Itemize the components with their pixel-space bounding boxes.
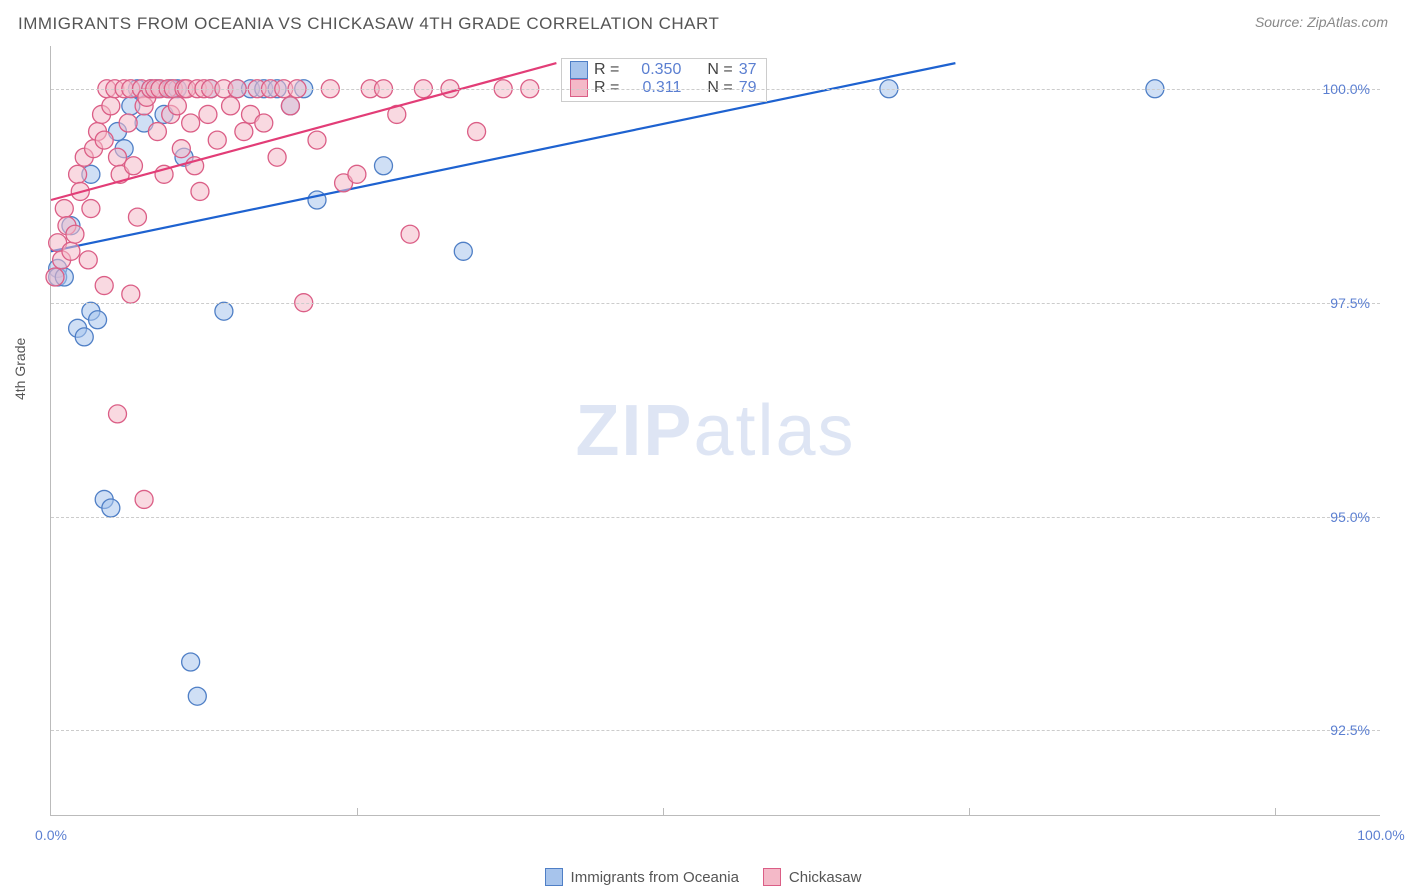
data-point-oceania [188, 687, 206, 705]
data-point-chickasaw [468, 123, 486, 141]
data-point-chickasaw [199, 105, 217, 123]
y-tick-label: 97.5% [1330, 295, 1370, 311]
data-point-chickasaw [122, 285, 140, 303]
x-minor-tick [357, 808, 358, 816]
data-point-chickasaw [55, 200, 73, 218]
data-point-chickasaw [182, 114, 200, 132]
legend-swatch-chickasaw [763, 868, 781, 886]
data-point-chickasaw [79, 251, 97, 269]
data-point-chickasaw [308, 131, 326, 149]
x-tick-label: 0.0% [35, 827, 67, 843]
y-tick-label: 100.0% [1323, 81, 1370, 97]
legend-label: Chickasaw [789, 869, 862, 886]
data-point-oceania [75, 328, 93, 346]
data-point-chickasaw [46, 268, 64, 286]
data-point-chickasaw [172, 140, 190, 158]
gridline-h [51, 303, 1380, 304]
data-point-chickasaw [191, 182, 209, 200]
stat-row-oceania: R = 0.350 N = 37 [570, 61, 756, 79]
data-point-chickasaw [348, 165, 366, 183]
data-point-chickasaw [102, 97, 120, 115]
chart-title: IMMIGRANTS FROM OCEANIA VS CHICKASAW 4TH… [18, 14, 719, 34]
y-tick-label: 95.0% [1330, 509, 1370, 525]
data-point-chickasaw [119, 114, 137, 132]
data-point-chickasaw [128, 208, 146, 226]
data-point-chickasaw [109, 148, 127, 166]
scatter-svg [51, 46, 1380, 815]
data-point-chickasaw [124, 157, 142, 175]
data-point-chickasaw [62, 242, 80, 260]
legend-label: Immigrants from Oceania [571, 869, 739, 886]
x-minor-tick [1275, 808, 1276, 816]
y-axis-label: 4th Grade [12, 338, 28, 400]
data-point-chickasaw [222, 97, 240, 115]
data-point-oceania [215, 302, 233, 320]
data-point-chickasaw [109, 405, 127, 423]
stats-box: R =0.350N =37R =0.311N =79 [561, 58, 767, 102]
x-minor-tick [969, 808, 970, 816]
data-point-chickasaw [69, 165, 87, 183]
legend-item-oceania: Immigrants from Oceania [545, 868, 739, 886]
data-point-chickasaw [135, 490, 153, 508]
data-point-oceania [89, 311, 107, 329]
chart-source: Source: ZipAtlas.com [1255, 14, 1388, 30]
swatch-oceania [570, 61, 588, 79]
plot-area: ZIPatlas R =0.350N =37R =0.311N =79 92.5… [50, 46, 1380, 816]
legend-item-chickasaw: Chickasaw [763, 868, 862, 886]
r-label: R = [594, 61, 619, 79]
data-point-chickasaw [95, 131, 113, 149]
x-minor-tick [663, 808, 664, 816]
data-point-chickasaw [268, 148, 286, 166]
data-point-chickasaw [66, 225, 84, 243]
data-point-oceania [182, 653, 200, 671]
n-value: 37 [739, 61, 757, 79]
data-point-chickasaw [255, 114, 273, 132]
data-point-chickasaw [82, 200, 100, 218]
data-point-chickasaw [208, 131, 226, 149]
data-point-chickasaw [235, 123, 253, 141]
gridline-h [51, 730, 1380, 731]
r-value: 0.350 [625, 61, 681, 79]
data-point-chickasaw [148, 123, 166, 141]
data-point-chickasaw [168, 97, 186, 115]
gridline-h [51, 517, 1380, 518]
data-point-oceania [454, 242, 472, 260]
x-tick-label: 100.0% [1357, 827, 1404, 843]
legend-swatch-oceania [545, 868, 563, 886]
data-point-chickasaw [95, 277, 113, 295]
data-point-chickasaw [401, 225, 419, 243]
legend: Immigrants from Oceania Chickasaw [0, 868, 1406, 886]
gridline-h [51, 89, 1380, 90]
data-point-oceania [375, 157, 393, 175]
data-point-oceania [102, 499, 120, 517]
y-tick-label: 92.5% [1330, 722, 1370, 738]
data-point-chickasaw [281, 97, 299, 115]
n-label: N = [707, 61, 732, 79]
